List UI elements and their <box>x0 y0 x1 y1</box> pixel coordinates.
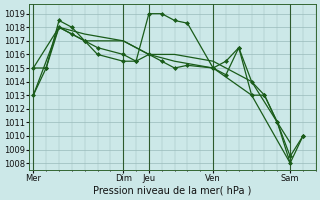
X-axis label: Pression niveau de la mer( hPa ): Pression niveau de la mer( hPa ) <box>93 186 252 196</box>
